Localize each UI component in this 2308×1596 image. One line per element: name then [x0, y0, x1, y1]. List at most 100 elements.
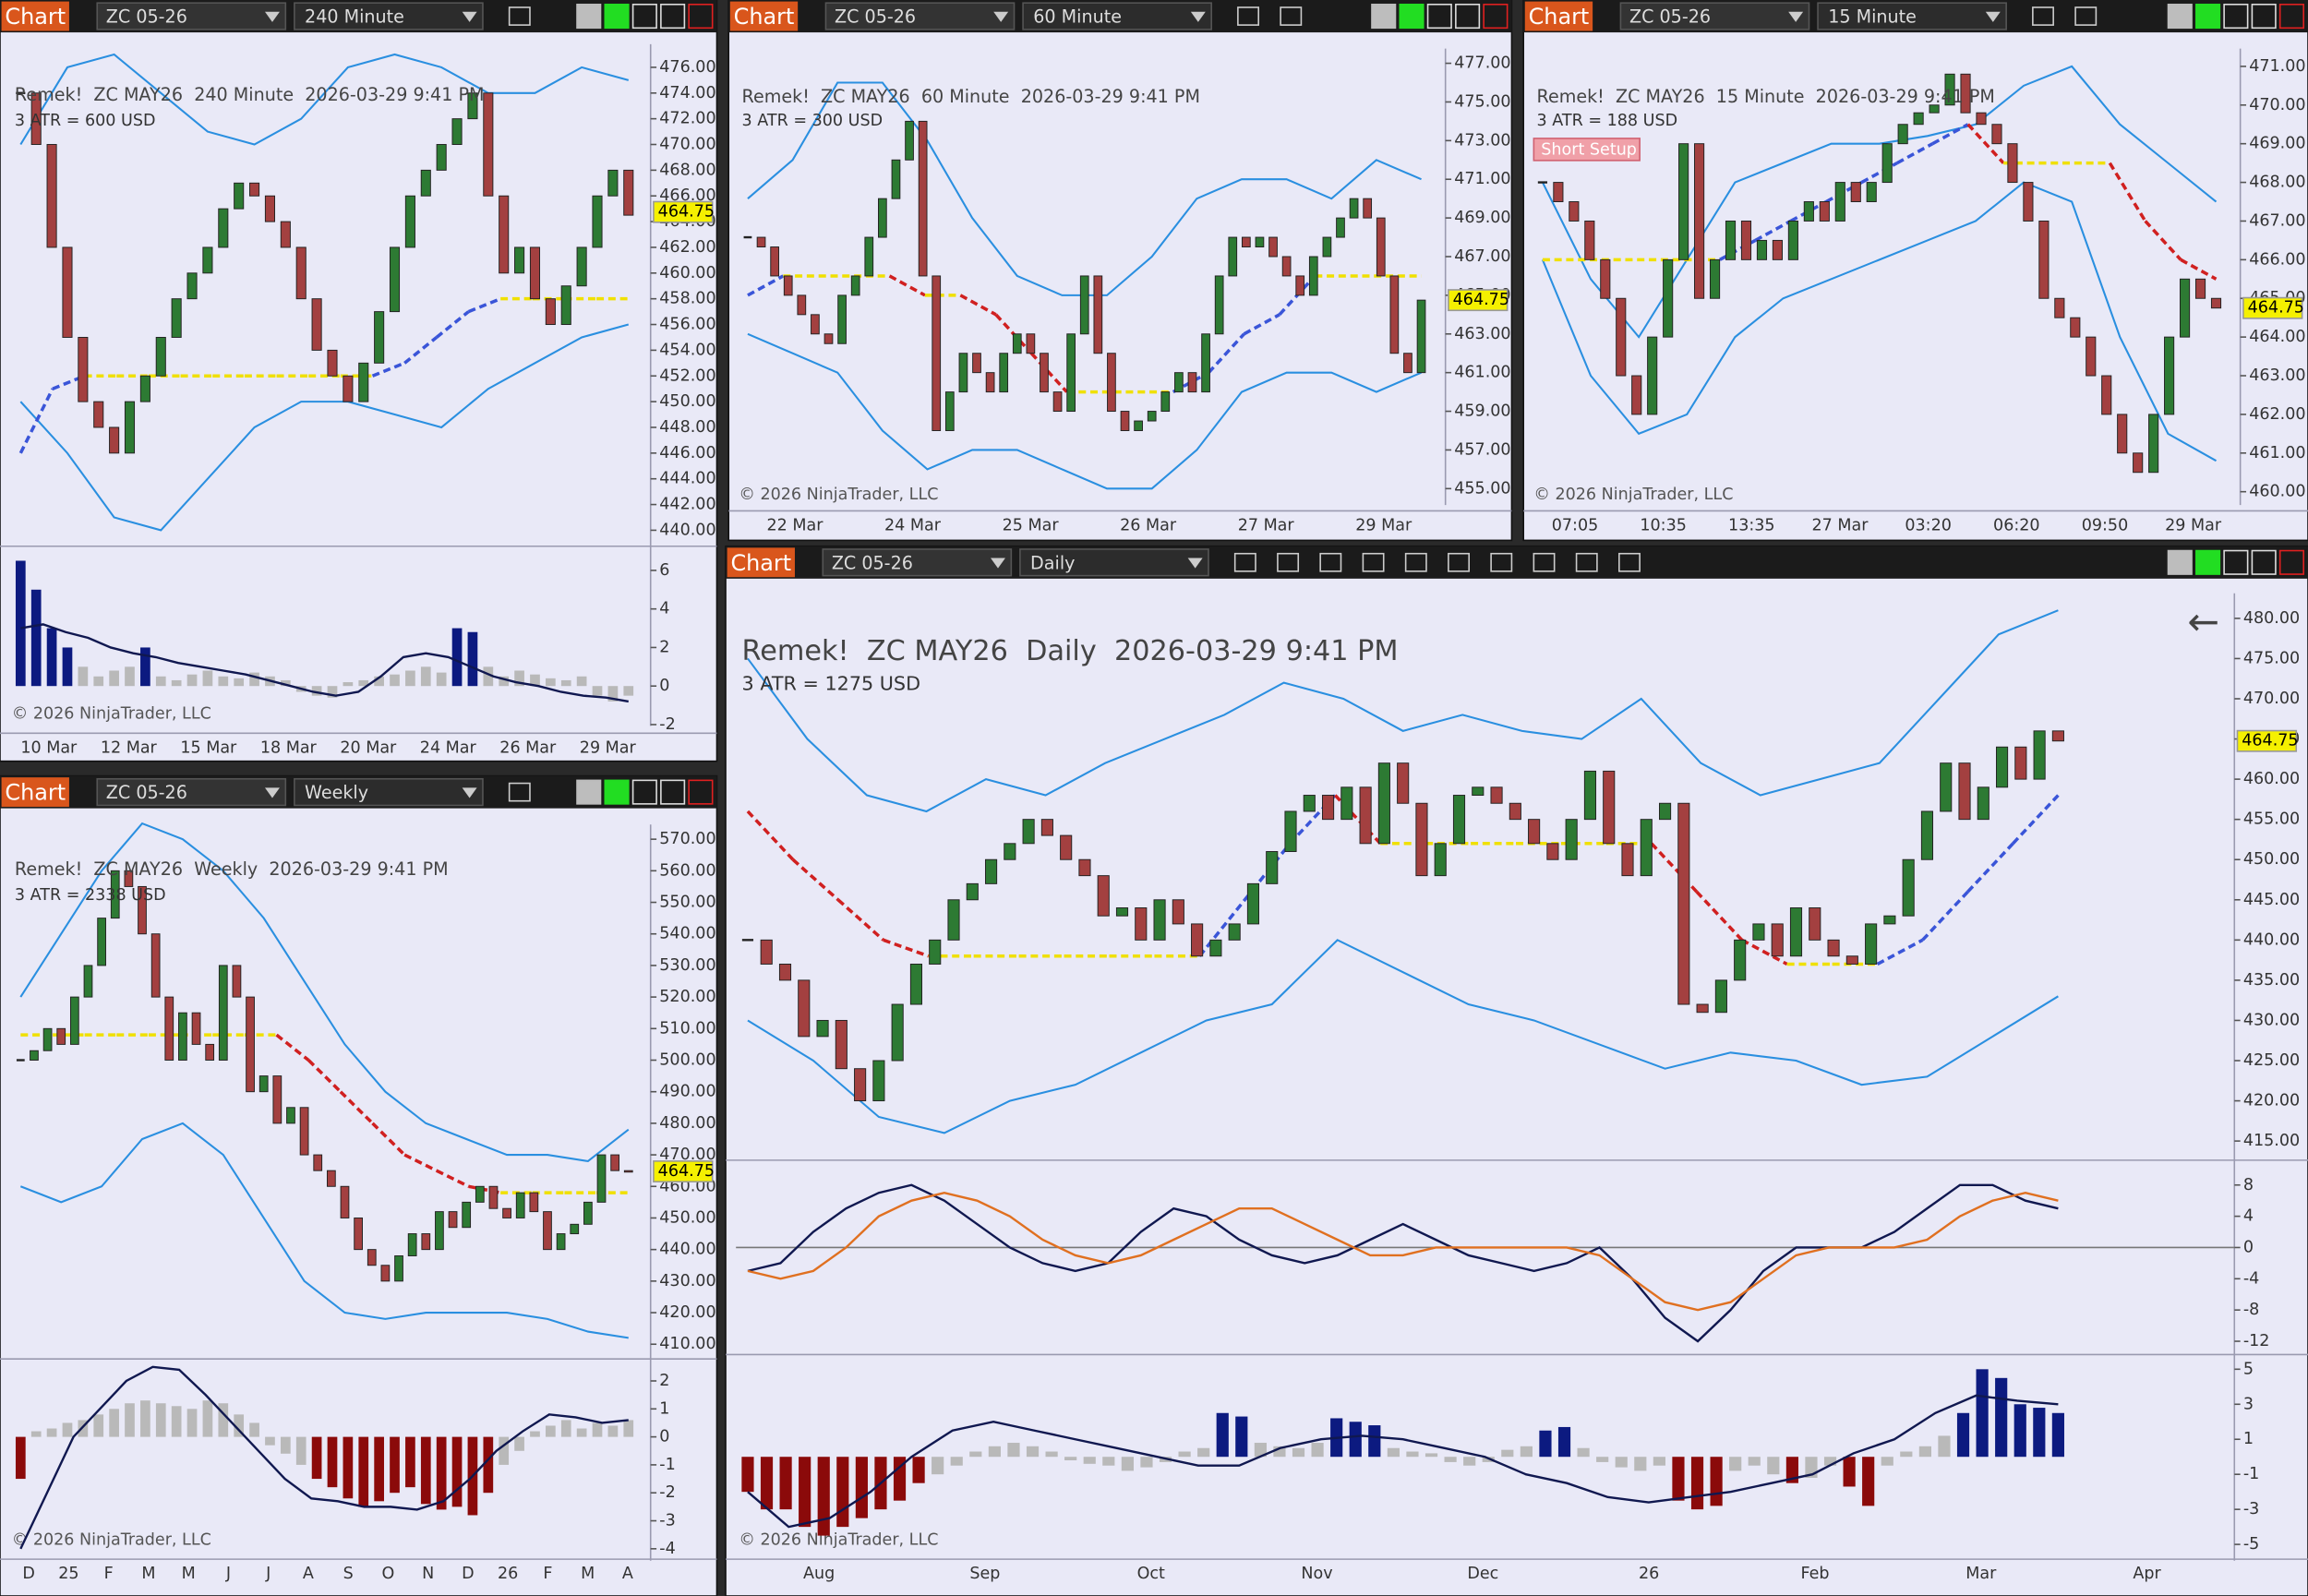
toolbar-icon[interactable]: [1280, 6, 1303, 26]
histogram-bar: [1254, 1443, 1267, 1458]
window-button[interactable]: [1371, 3, 1397, 30]
window-button[interactable]: [604, 3, 630, 30]
window-button[interactable]: [2195, 549, 2221, 575]
histogram-bar: [46, 1428, 57, 1437]
instrument: ZC 05-26: [835, 6, 916, 28]
toolbar-icon[interactable]: [1404, 552, 1427, 572]
window-button[interactable]: [688, 779, 714, 805]
y-tick-label: 550.00: [659, 894, 715, 912]
histogram-bar: [109, 1409, 119, 1437]
candle: [823, 333, 834, 344]
histogram-bar: [499, 1436, 510, 1465]
interval: 15 Minute: [1828, 6, 1917, 28]
toolbar-icon[interactable]: [1233, 552, 1256, 572]
copyright: © 2026 NinjaTrader, LLC: [12, 705, 211, 724]
toolbar-icon[interactable]: [1277, 552, 1300, 572]
interval-select[interactable]: [1817, 2, 2007, 30]
chart-button[interactable]: [727, 547, 795, 578]
window-button[interactable]: [660, 779, 686, 805]
y-tick-label: 457.00: [1454, 440, 1510, 459]
interval-select[interactable]: [1022, 2, 1212, 30]
window-button[interactable]: [2223, 549, 2249, 575]
copyright: © 2026 NinjaTrader, LLC: [1533, 486, 1733, 504]
toolbar-icon[interactable]: [1618, 552, 1641, 572]
interval-select[interactable]: [294, 777, 484, 807]
window-button[interactable]: [604, 779, 630, 805]
window-button[interactable]: [1483, 3, 1509, 30]
histogram-bar: [467, 631, 478, 687]
window-button[interactable]: [576, 779, 602, 805]
window-button[interactable]: [1399, 3, 1424, 30]
toolbar-icon[interactable]: [1319, 552, 1342, 572]
x-tick-label: 10 Mar: [20, 738, 78, 757]
candle: [164, 996, 174, 1061]
window-button[interactable]: [2251, 549, 2277, 575]
chart-button[interactable]: [1, 1, 69, 31]
y-tick-label: 476.00: [659, 58, 715, 77]
y-tick-label: 442.00: [659, 496, 715, 514]
histogram-bar: [1311, 1443, 1324, 1458]
interval-select[interactable]: [294, 2, 484, 30]
candle: [878, 198, 887, 238]
toolbar-icon[interactable]: [508, 782, 531, 802]
toolbar-icon[interactable]: [1448, 552, 1470, 572]
chart-button[interactable]: [1524, 1, 1593, 31]
y-tick-label: 430.00: [2243, 1011, 2300, 1029]
toolbar-icon[interactable]: [1575, 552, 1598, 572]
y-tick-label: 0: [2243, 1238, 2254, 1256]
histogram-bar: [311, 686, 322, 696]
y-tick-label: -5: [2243, 1535, 2259, 1554]
toolbar-icon[interactable]: [2074, 6, 2098, 26]
y-tick-label: 2: [659, 638, 669, 656]
window-button[interactable]: [2278, 3, 2305, 30]
histogram-bar: [62, 1422, 73, 1437]
candle: [1819, 201, 1830, 222]
window-button[interactable]: [2278, 549, 2305, 575]
candle: [1865, 923, 1878, 965]
toolbar-icon[interactable]: [1533, 552, 1556, 572]
histogram-bar: [1235, 1416, 1248, 1458]
candle: [811, 314, 820, 335]
chart-button[interactable]: [729, 1, 799, 31]
histogram-bar: [46, 628, 57, 687]
candle: [299, 1107, 309, 1156]
toolbar-icon[interactable]: [1490, 552, 1513, 572]
trail-segment: [467, 297, 501, 314]
x-tick-label: 20 Mar: [340, 738, 397, 757]
instrument-select[interactable]: [824, 2, 1016, 30]
window-button[interactable]: [660, 3, 686, 30]
window-button[interactable]: [688, 3, 714, 30]
x-tick-label: A: [303, 1565, 314, 1583]
toolbar-icon[interactable]: [2032, 6, 2054, 26]
window-button[interactable]: [2167, 549, 2193, 575]
toolbar-icon[interactable]: [1237, 6, 1259, 26]
window-button[interactable]: [2167, 3, 2193, 30]
back-arrow[interactable]: ←: [2187, 599, 2219, 643]
instrument-select[interactable]: [1619, 2, 1810, 30]
toolbar-icon[interactable]: [508, 6, 531, 26]
histogram-bar: [1557, 1426, 1571, 1458]
x-tick-label: 25: [58, 1565, 78, 1583]
candle: [62, 246, 73, 338]
toolbar-icon[interactable]: [1362, 552, 1385, 572]
instrument-select[interactable]: [822, 548, 1013, 577]
window-button[interactable]: [576, 3, 602, 30]
window-button[interactable]: [1426, 3, 1452, 30]
histogram-bar: [436, 1436, 447, 1510]
y-tick-label: 480.00: [659, 1114, 715, 1133]
histogram-bar: [1520, 1446, 1533, 1458]
histogram-bar: [78, 666, 89, 687]
window-button[interactable]: [1455, 3, 1481, 30]
window-button[interactable]: [2223, 3, 2249, 30]
instrument-select[interactable]: [96, 2, 287, 30]
chart-button[interactable]: [1, 777, 69, 808]
histogram-bar: [374, 1436, 384, 1502]
interval-select[interactable]: [1019, 548, 1209, 577]
window-button[interactable]: [2195, 3, 2221, 30]
candle: [83, 965, 93, 998]
candle: [1187, 372, 1197, 393]
window-button[interactable]: [631, 779, 657, 805]
instrument-select[interactable]: [96, 777, 287, 807]
window-button[interactable]: [631, 3, 657, 30]
window-button[interactable]: [2251, 3, 2277, 30]
